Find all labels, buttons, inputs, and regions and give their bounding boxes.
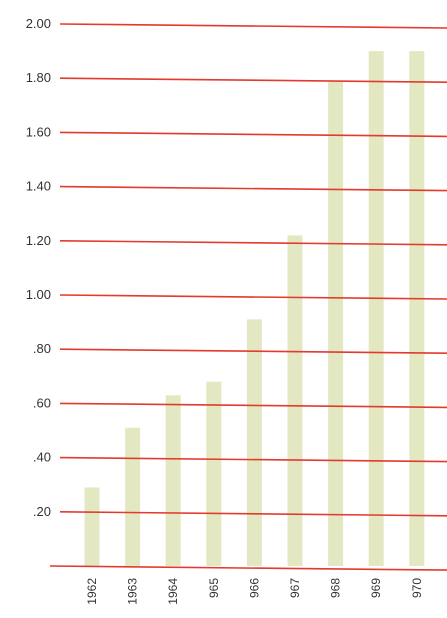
x-tick-label: 1963 — [126, 578, 140, 605]
x-tick-label: 970 — [410, 578, 424, 598]
gridline — [59, 348, 447, 354]
bar — [328, 80, 344, 566]
bar — [287, 235, 303, 566]
x-tick-labels: 1962 1963 1964 965 966 967 968 969 970 — [85, 578, 424, 605]
gridline — [59, 511, 447, 517]
gridline — [59, 240, 447, 246]
x-tick-label: 969 — [369, 578, 383, 598]
gridline — [59, 456, 447, 463]
bars-group — [84, 51, 425, 567]
gridline — [59, 77, 447, 83]
gridline — [59, 402, 447, 409]
x-tick-label: 1962 — [85, 578, 99, 605]
bar — [368, 51, 384, 567]
y-tick-label: 1.00 — [26, 287, 51, 302]
bar — [165, 395, 181, 566]
y-tick-label: 1.60 — [26, 124, 51, 139]
y-tick-label: .60 — [33, 395, 51, 410]
x-tick-label: 966 — [247, 578, 261, 598]
gridline — [59, 131, 447, 138]
bar — [84, 487, 100, 566]
bar — [409, 51, 425, 567]
x-tick-label: 968 — [329, 578, 343, 598]
gridline — [59, 185, 447, 192]
gridline — [59, 294, 447, 300]
y-tick-label: 1.20 — [26, 233, 51, 248]
gridline — [59, 23, 447, 29]
baseline — [49, 565, 447, 571]
y-tick-label: 1.40 — [26, 179, 51, 194]
y-tick-label: 1.80 — [26, 70, 51, 85]
y-tick-label: .20 — [33, 504, 51, 519]
y-tick-labels: .20 .40 .60 .80 1.00 1.20 1.40 1.60 1.80 2.00 — [26, 16, 51, 519]
x-tick-label: 967 — [288, 578, 302, 598]
gridlines-group — [49, 23, 447, 571]
x-tick-label: 965 — [207, 578, 221, 598]
x-tick-label: 1964 — [166, 578, 180, 605]
bar — [125, 427, 141, 566]
y-tick-label: .40 — [33, 450, 51, 465]
bar — [206, 381, 222, 566]
bar — [246, 319, 262, 566]
y-tick-label: .80 — [33, 341, 51, 356]
y-tick-label: 2.00 — [26, 16, 51, 31]
